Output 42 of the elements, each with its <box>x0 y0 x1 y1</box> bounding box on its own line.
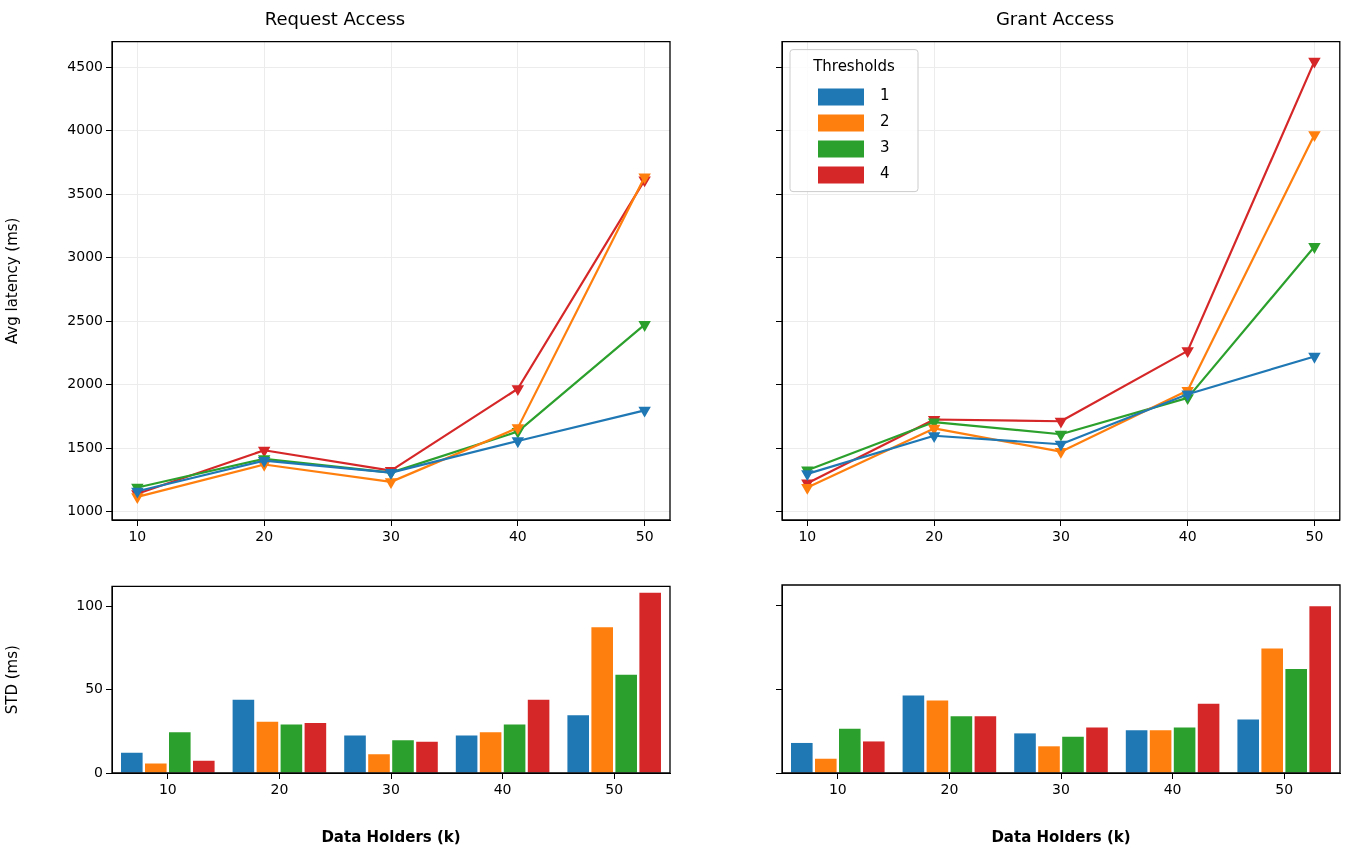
x-tick-label: 20 <box>270 781 289 798</box>
x-tick-label: 50 <box>605 781 624 798</box>
legend-label: 4 <box>880 164 890 183</box>
x-tick-label: 50 <box>1305 528 1324 545</box>
y-axis-title: Avg latency (ms) <box>2 217 21 345</box>
x-tick-label: 30 <box>1052 781 1070 798</box>
x-tick-label: 10 <box>158 781 177 798</box>
x-tick-label: 10 <box>798 528 817 545</box>
legend-label: 1 <box>880 86 890 105</box>
legend-title: Thresholds <box>812 57 896 76</box>
y-tick-label: 2000 <box>67 375 103 392</box>
x-axis-title: Data Holders (k) <box>321 827 461 846</box>
y-tick-label: 4500 <box>67 57 103 74</box>
chart-title: Request Access <box>264 8 406 30</box>
x-tick-label: 50 <box>635 528 654 545</box>
x-tick-label: 10 <box>828 781 847 798</box>
chart-title: Grant Access <box>995 8 1115 30</box>
x-tick-label: 50 <box>1275 781 1294 798</box>
x-tick-label: 30 <box>382 528 400 545</box>
x-tick-label: 30 <box>382 781 400 798</box>
x-tick-label: 10 <box>128 528 147 545</box>
legend-label: 2 <box>880 112 890 131</box>
y-tick-label: 100 <box>76 597 103 614</box>
y-tick-label: 3500 <box>67 184 103 201</box>
x-tick-label: 40 <box>1178 528 1197 545</box>
y-tick-label: 2500 <box>67 311 103 328</box>
y-axis-title: STD (ms) <box>2 645 21 715</box>
x-tick-label: 40 <box>493 781 512 798</box>
y-tick-label: 0 <box>94 763 103 780</box>
y-tick-label: 3000 <box>67 248 103 265</box>
y-tick-label: 1000 <box>67 502 103 519</box>
x-tick-label: 40 <box>1163 781 1182 798</box>
x-tick-label: 20 <box>940 781 959 798</box>
x-tick-label: 20 <box>255 528 274 545</box>
x-axis-title: Data Holders (k) <box>991 827 1131 846</box>
y-tick-label: 1500 <box>67 438 103 455</box>
y-tick-label: 4000 <box>67 121 103 138</box>
legend-label: 3 <box>880 138 890 157</box>
x-tick-label: 20 <box>925 528 944 545</box>
y-tick-label: 50 <box>85 680 103 697</box>
x-tick-label: 40 <box>508 528 527 545</box>
x-tick-label: 30 <box>1051 528 1070 545</box>
